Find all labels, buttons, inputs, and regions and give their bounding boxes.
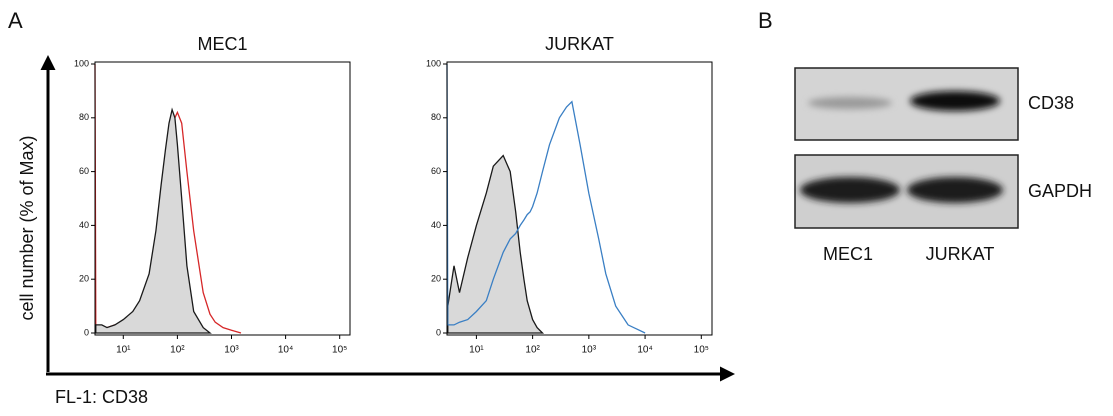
blot-row-label: GAPDH xyxy=(1028,181,1092,201)
x-tick-label: 10² xyxy=(170,345,185,356)
blot-lane-label: JURKAT xyxy=(926,244,995,264)
x-tick-label: 10³ xyxy=(224,345,239,356)
x-axis-label: FL-1: CD38 xyxy=(55,387,148,407)
band xyxy=(808,97,892,109)
x-tick-label: 10⁵ xyxy=(332,345,347,356)
y-tick-label: 40 xyxy=(79,220,89,230)
x-tick-label: 10¹ xyxy=(469,345,484,356)
y-tick-label: 60 xyxy=(79,166,89,176)
blot-lane-label: MEC1 xyxy=(823,244,873,264)
blot-row-label: CD38 xyxy=(1028,93,1074,113)
y-tick-label: 20 xyxy=(79,274,89,284)
x-tick-label: 10⁴ xyxy=(637,345,652,356)
panel-label: A xyxy=(8,8,23,33)
plot-frame xyxy=(95,62,350,335)
y-tick-label: 80 xyxy=(79,112,89,122)
histogram-line xyxy=(448,156,543,334)
y-tick-label: 100 xyxy=(426,58,441,68)
y-tick-label: 100 xyxy=(74,58,89,68)
x-tick-label: 10⁴ xyxy=(278,345,293,356)
y-tick-label: 40 xyxy=(431,220,441,230)
y-tick-label: 20 xyxy=(431,274,441,284)
y-axis-label: cell number (% of Max) xyxy=(17,135,37,320)
figure: A B cell number (% of Max) FL-1: CD38 CD… xyxy=(0,0,1113,411)
band xyxy=(800,177,900,203)
chart-title: JURKAT xyxy=(545,34,614,54)
western-blot: CD38 GAPDH MEC1 JURKAT xyxy=(795,68,1092,264)
y-tick-label: 60 xyxy=(431,166,441,176)
band xyxy=(907,177,1003,203)
y-tick-label: 0 xyxy=(84,327,89,337)
x-tick-label: 10⁵ xyxy=(694,345,709,356)
y-tick-label: 80 xyxy=(431,112,441,122)
x-tick-label: 10¹ xyxy=(116,345,131,356)
band xyxy=(910,91,1000,111)
chart-title: MEC1 xyxy=(197,34,247,54)
y-tick-label: 0 xyxy=(436,327,441,337)
x-tick-label: 10² xyxy=(525,345,540,356)
panel-label: B xyxy=(758,8,773,33)
x-tick-label: 10³ xyxy=(582,345,597,356)
